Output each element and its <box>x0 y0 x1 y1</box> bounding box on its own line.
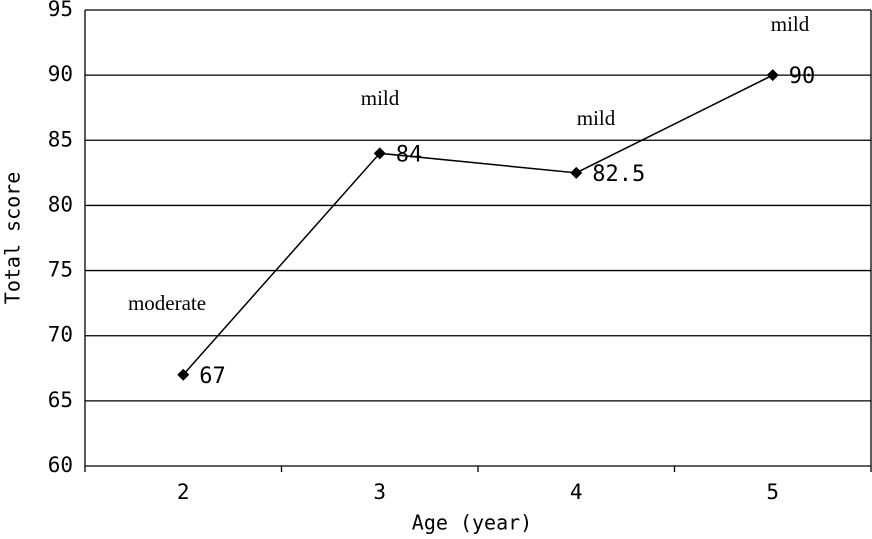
y-tick-label: 80 <box>48 192 73 216</box>
data-label: 90 <box>789 64 816 89</box>
y-tick-label: 60 <box>48 453 73 477</box>
data-label: 84 <box>396 142 423 167</box>
y-tick-label: 95 <box>48 0 73 21</box>
annotation: moderate <box>128 291 206 315</box>
marker <box>766 69 779 82</box>
x-tick-label: 3 <box>373 480 386 504</box>
y-tick-label: 65 <box>48 388 73 412</box>
annotation: mild <box>771 12 810 36</box>
y-axis-label: Total score <box>1 172 25 304</box>
annotation: mild <box>577 106 616 130</box>
y-tick-label: 70 <box>48 323 73 347</box>
x-axis-label: Age (year) <box>412 511 532 535</box>
annotation: mild <box>361 86 400 110</box>
line <box>182 74 774 376</box>
x-tick-label: 5 <box>766 480 779 504</box>
data-label: 67 <box>199 364 226 389</box>
x-tick-label: 2 <box>177 480 190 504</box>
marker <box>373 147 386 160</box>
x-tick-label: 4 <box>570 480 583 504</box>
data-label: 82.5 <box>592 162 645 187</box>
y-tick-label: 90 <box>48 62 73 86</box>
y-tick-label: 85 <box>48 127 73 151</box>
marker <box>570 166 583 179</box>
y-tick-label: 75 <box>48 258 73 282</box>
marker <box>177 368 190 381</box>
